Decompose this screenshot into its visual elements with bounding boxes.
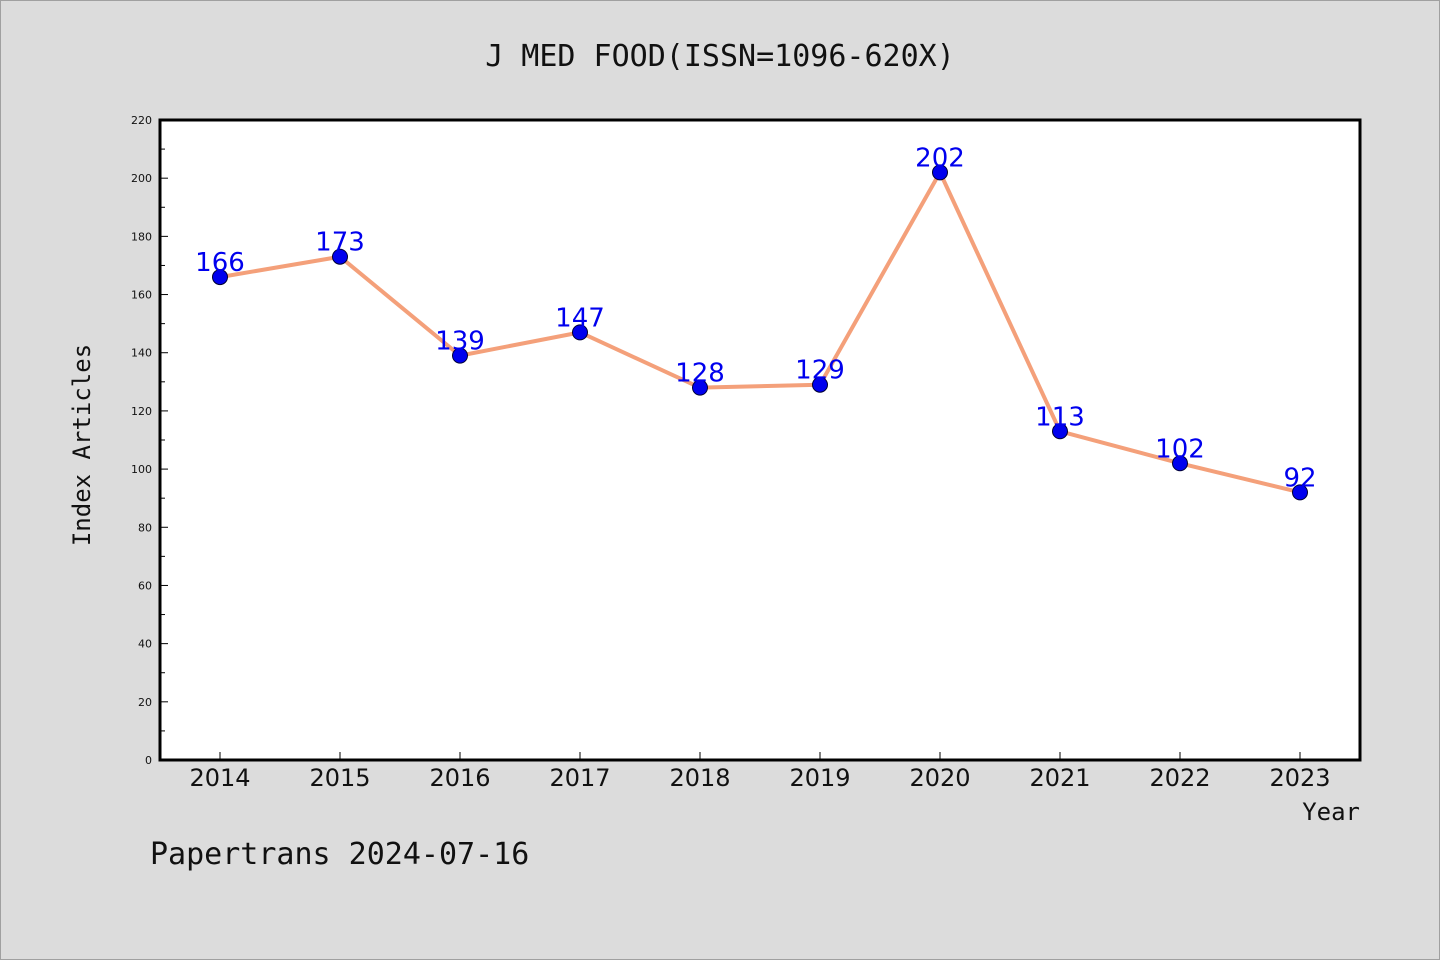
y-tick-label: 140: [131, 347, 152, 360]
x-tick-label: 2014: [189, 764, 250, 792]
y-tick-label: 100: [131, 463, 152, 476]
x-tick-label: 2023: [1269, 764, 1330, 792]
x-tick-label: 2015: [309, 764, 370, 792]
data-point: [572, 324, 588, 341]
x-tick-label: 2021: [1029, 764, 1090, 792]
y-tick-label: 220: [131, 114, 152, 127]
y-tick-label: 160: [131, 289, 152, 302]
series-1: [212, 164, 1308, 501]
x-tick-label: 2018: [669, 764, 730, 792]
x-tick-label: 2017: [549, 764, 610, 792]
data-point: [212, 269, 228, 286]
series-line: [219, 170, 1301, 495]
x-tick-label: 2019: [789, 764, 850, 792]
data-label: 128: [675, 359, 725, 389]
x-axis-label: Year: [1302, 798, 1360, 826]
data-label: 173: [315, 228, 365, 258]
data-label: 92: [1283, 463, 1316, 493]
chart-title: J MED FOOD(ISSN=1096-620X): [485, 39, 955, 74]
data-label: 129: [795, 356, 845, 386]
x-tick-label: 2020: [909, 764, 970, 792]
y-tick-label: 80: [138, 521, 152, 534]
data-label: 166: [195, 248, 245, 278]
x-tick-label: 2016: [429, 764, 490, 792]
data-labels: 166 173 139 147 128 129 202 113 102 92: [195, 143, 1316, 493]
y-tick-label: 60: [138, 579, 152, 592]
data-label: 139: [435, 327, 485, 357]
data-label: 102: [1155, 434, 1205, 464]
x-tick-label: 2022: [1149, 764, 1210, 792]
y-tick-label: 0: [145, 754, 152, 767]
data-point: [332, 248, 348, 265]
y-tick-label: 40: [138, 638, 152, 651]
data-point: [452, 347, 468, 364]
x-axis: 2014 2015 2016 2017 2018 2019 2020 2021 2022 2023: [189, 752, 1331, 792]
y-axis-label: Index Articles: [68, 344, 96, 546]
y-tick-label: 200: [131, 172, 152, 185]
data-point: [1052, 423, 1068, 440]
y-axis: 0 20 40 60 80 100 120 140 160 180 200 220: [131, 114, 168, 767]
data-point: [692, 379, 708, 396]
data-point: [812, 376, 828, 393]
data-point: [1172, 455, 1188, 472]
data-label: 147: [555, 303, 605, 333]
y-tick-label: 120: [131, 405, 152, 418]
data-point: [932, 164, 948, 181]
data-point: [1292, 484, 1308, 501]
y-tick-label: 180: [131, 230, 152, 243]
plot-area: [158, 118, 1362, 762]
data-label: 202: [915, 143, 965, 173]
y-tick-label: 20: [138, 696, 152, 709]
footer-text: Papertrans 2024-07-16: [150, 837, 529, 872]
data-label: 113: [1035, 402, 1085, 432]
